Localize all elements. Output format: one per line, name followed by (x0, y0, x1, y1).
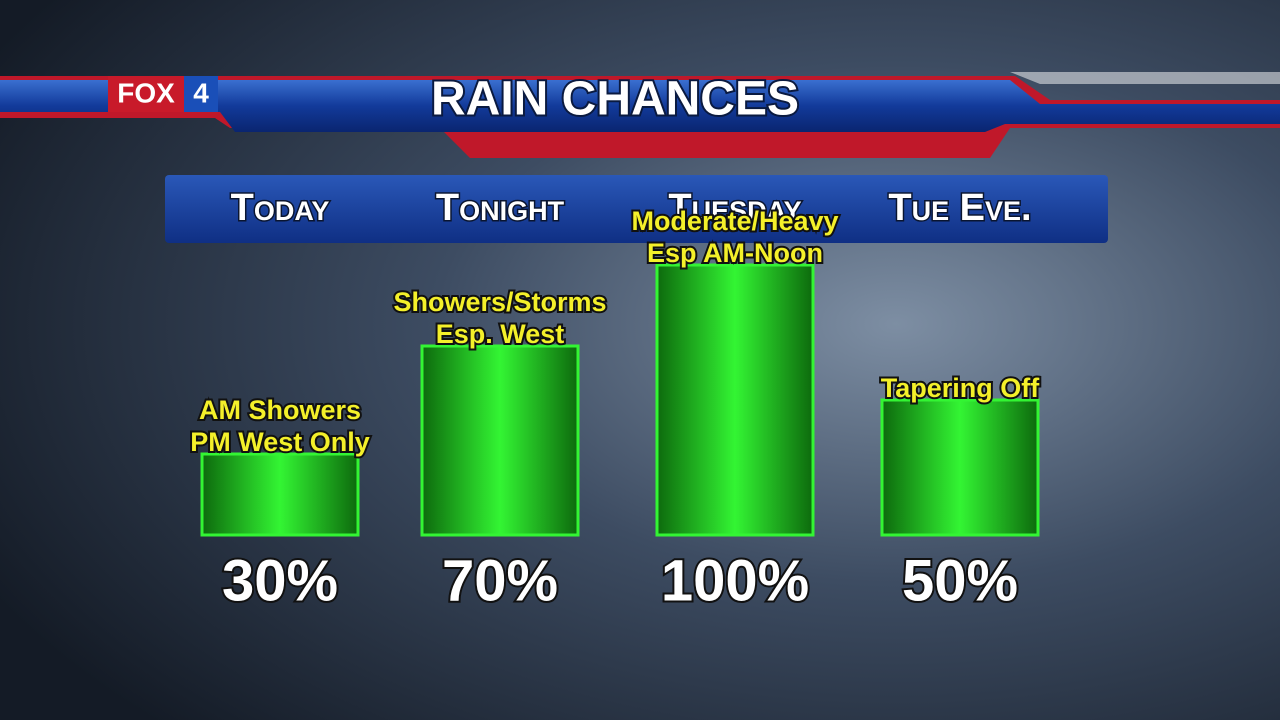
logo-text: FOX (117, 77, 175, 108)
annotation: Tapering Off (881, 373, 1041, 403)
bar (655, 263, 815, 537)
logo-number: 4 (193, 77, 209, 108)
logo-box-blue (184, 76, 218, 112)
logo-box (108, 76, 184, 112)
annotation: Esp AM-Noon (647, 238, 823, 268)
category-label: Tue Eve. (888, 187, 1031, 229)
banner-blue (0, 80, 1280, 132)
value-label: 70% (442, 548, 558, 613)
category-label: Tonight (436, 187, 565, 229)
category-label: Tuesday (668, 187, 801, 229)
chart-title: RAIN CHANCES (431, 73, 799, 126)
bar (420, 344, 580, 537)
value-label: 30% (222, 548, 338, 613)
annotation: PM West Only (190, 427, 370, 457)
annotation: Esp. West (436, 319, 565, 349)
annotation: Moderate/Heavy (631, 206, 838, 236)
category-band (165, 175, 1108, 243)
banner-stripe (0, 72, 1280, 84)
bar (200, 452, 360, 537)
annotation: AM Showers (199, 395, 361, 425)
annotation: Showers/Storms (393, 287, 606, 317)
bar (880, 398, 1040, 537)
value-label: 50% (902, 548, 1018, 613)
value-label: 100% (661, 548, 809, 613)
category-label: Today (231, 187, 330, 229)
